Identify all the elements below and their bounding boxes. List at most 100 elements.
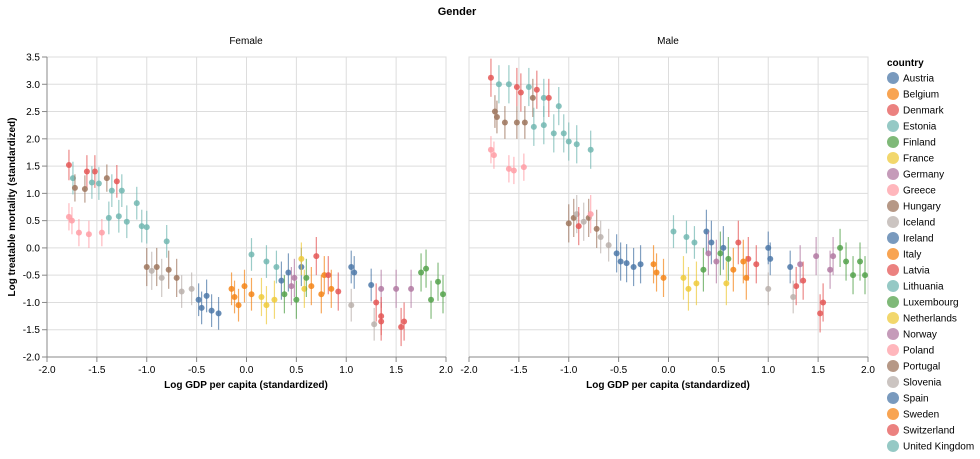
data-point	[862, 272, 869, 279]
legend-swatch	[887, 216, 899, 228]
data-point	[813, 253, 820, 260]
data-point	[273, 264, 280, 270]
legend-swatch	[887, 72, 899, 84]
legend-label: Latvia	[903, 266, 930, 277]
legend-swatch	[887, 360, 899, 372]
legend-swatch	[887, 88, 899, 100]
data-point	[705, 250, 712, 257]
data-point	[248, 251, 255, 258]
data-point	[545, 94, 552, 101]
legend-label: Finland	[903, 138, 936, 149]
data-point	[513, 119, 520, 126]
data-point	[113, 178, 120, 185]
legend-swatch	[887, 312, 899, 324]
x-tick-label: 1.5	[389, 365, 403, 376]
data-point	[505, 81, 512, 88]
data-point	[293, 296, 300, 303]
legend-label: Poland	[903, 346, 934, 357]
legend-label: France	[903, 154, 935, 165]
data-point	[313, 253, 320, 260]
legend-swatch	[887, 328, 899, 340]
data-point	[510, 167, 517, 174]
data-point	[623, 260, 630, 267]
data-point	[143, 264, 150, 270]
data-point	[228, 285, 235, 292]
data-point	[105, 214, 112, 221]
data-point	[85, 231, 92, 238]
data-point	[440, 291, 447, 298]
x-tick-label: -0.5	[188, 365, 206, 376]
data-point	[258, 294, 265, 300]
data-point	[68, 217, 75, 224]
data-point	[617, 258, 624, 265]
legend-swatch	[887, 136, 899, 148]
legend-swatch	[887, 200, 899, 212]
data-point	[717, 250, 724, 257]
data-point	[767, 255, 774, 262]
x-tick-label: 2.0	[439, 365, 453, 376]
data-point	[288, 283, 295, 290]
data-point	[428, 296, 435, 303]
data-point	[487, 146, 494, 153]
data-point	[308, 283, 315, 290]
x-tick-label: 2.0	[861, 365, 875, 376]
data-point	[753, 261, 760, 268]
data-point	[793, 283, 800, 290]
x-tick-label: 0.5	[711, 365, 725, 376]
y-tick-label: -2.0	[23, 353, 41, 364]
y-tick-label: 3.0	[26, 80, 40, 91]
data-point	[158, 274, 165, 281]
data-point	[98, 229, 105, 236]
x-tick-label: -0.5	[610, 365, 628, 376]
data-point	[817, 310, 824, 317]
data-point	[560, 130, 567, 137]
data-point	[408, 285, 415, 292]
legend-swatch	[887, 232, 899, 244]
panel-male: -2.0 -1.5 -1.0 -0.5 0.0 0.5 1.0 1.5 2.0	[460, 56, 875, 376]
data-point	[65, 162, 72, 168]
data-point	[348, 302, 355, 309]
data-point	[198, 304, 205, 311]
data-point	[378, 318, 385, 325]
data-point	[371, 321, 378, 328]
data-point	[517, 89, 524, 96]
data-point	[325, 272, 332, 279]
x-axis-label-female: Log GDP per capita (standardized)	[164, 380, 328, 391]
data-point	[837, 244, 844, 251]
data-point	[830, 253, 837, 260]
data-point	[540, 122, 547, 129]
legend-label: Denmark	[903, 106, 945, 117]
data-point	[580, 218, 587, 225]
legend-swatch	[887, 344, 899, 356]
data-point	[713, 258, 720, 265]
data-point	[550, 130, 557, 137]
data-point	[263, 258, 270, 265]
y-tick-label: 0.5	[26, 216, 40, 227]
y-tick-label: 2.0	[26, 134, 40, 145]
y-tick-label: 3.5	[26, 53, 40, 64]
data-point	[178, 288, 185, 295]
legend-label: Italy	[903, 250, 921, 261]
data-point	[148, 267, 155, 274]
data-point	[683, 234, 690, 240]
x-tick-label: -1.0	[138, 365, 156, 376]
data-point	[680, 274, 687, 281]
legend-swatch	[887, 264, 899, 276]
data-point	[693, 280, 700, 287]
data-point	[163, 238, 170, 245]
data-point	[115, 213, 122, 220]
legend-label: Portugal	[903, 362, 940, 373]
legend-label: Greece	[903, 186, 936, 197]
data-point	[501, 119, 508, 126]
data-point	[653, 269, 660, 276]
data-point	[118, 187, 125, 194]
data-point	[495, 81, 502, 88]
x-tick-label: -1.0	[560, 365, 578, 376]
legend-swatch	[887, 296, 899, 308]
data-point	[81, 186, 88, 192]
data-point	[248, 291, 255, 298]
legend-label: Iceland	[903, 218, 935, 229]
data-point	[573, 141, 580, 148]
x-tick-label: 1.0	[339, 365, 353, 376]
